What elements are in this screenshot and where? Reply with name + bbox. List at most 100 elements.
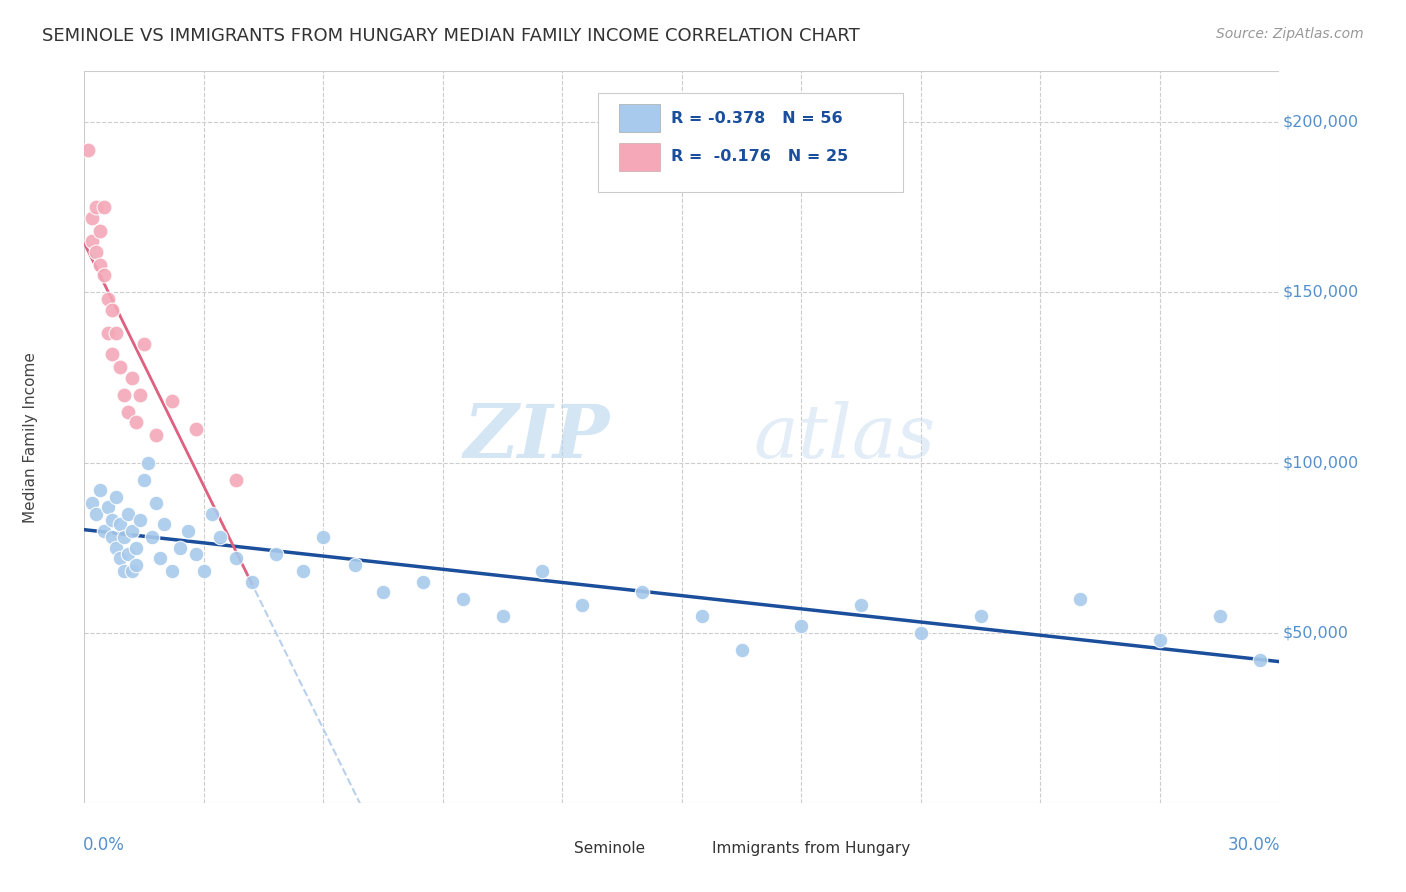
Point bbox=[86, 507, 108, 521]
Text: SEMINOLE VS IMMIGRANTS FROM HUNGARY MEDIAN FAMILY INCOME CORRELATION CHART: SEMINOLE VS IMMIGRANTS FROM HUNGARY MEDI… bbox=[42, 27, 860, 45]
Bar bbox=[619, 143, 661, 171]
Point bbox=[208, 531, 231, 545]
Point bbox=[169, 541, 191, 555]
Point bbox=[631, 585, 654, 599]
Point bbox=[97, 293, 120, 307]
Point bbox=[373, 585, 395, 599]
Point bbox=[145, 496, 167, 510]
Point bbox=[89, 224, 111, 238]
Point bbox=[121, 565, 143, 579]
Point bbox=[1149, 632, 1171, 647]
Point bbox=[225, 473, 247, 487]
Point bbox=[110, 550, 132, 565]
Point bbox=[1069, 591, 1091, 606]
Point bbox=[851, 599, 873, 613]
Point bbox=[112, 565, 135, 579]
Point bbox=[344, 558, 367, 572]
Point bbox=[690, 608, 713, 623]
FancyBboxPatch shape bbox=[599, 94, 903, 192]
Point bbox=[451, 591, 474, 606]
Point bbox=[101, 347, 124, 361]
Point bbox=[264, 548, 287, 562]
Point bbox=[86, 201, 108, 215]
Point bbox=[89, 258, 111, 272]
Point bbox=[129, 513, 152, 527]
Bar bbox=[538, 838, 568, 860]
Point bbox=[105, 541, 128, 555]
Point bbox=[160, 565, 183, 579]
Point bbox=[82, 211, 104, 225]
Point bbox=[112, 387, 135, 401]
Point bbox=[1249, 653, 1271, 667]
Text: R = -0.378   N = 56: R = -0.378 N = 56 bbox=[671, 111, 842, 126]
Point bbox=[101, 513, 124, 527]
Text: atlas: atlas bbox=[754, 401, 936, 474]
Point bbox=[110, 516, 132, 531]
Point bbox=[132, 473, 156, 487]
Bar bbox=[619, 104, 661, 132]
Point bbox=[225, 550, 247, 565]
Point bbox=[193, 565, 215, 579]
Point bbox=[177, 524, 200, 538]
Point bbox=[312, 531, 335, 545]
Text: $200,000: $200,000 bbox=[1284, 115, 1360, 130]
Point bbox=[93, 524, 115, 538]
Text: Seminole: Seminole bbox=[575, 841, 645, 856]
Point bbox=[110, 360, 132, 375]
Point bbox=[105, 490, 128, 504]
Point bbox=[153, 516, 176, 531]
Point bbox=[117, 507, 139, 521]
Point bbox=[129, 387, 152, 401]
Point bbox=[86, 244, 108, 259]
Point bbox=[731, 642, 754, 657]
Point bbox=[105, 326, 128, 341]
Point bbox=[184, 421, 207, 435]
Point bbox=[97, 326, 120, 341]
Point bbox=[970, 608, 993, 623]
Point bbox=[141, 531, 163, 545]
Point bbox=[101, 302, 124, 317]
Point bbox=[117, 548, 139, 562]
Point bbox=[790, 619, 813, 633]
Text: Median Family Income: Median Family Income bbox=[22, 351, 38, 523]
Point bbox=[292, 565, 315, 579]
Point bbox=[97, 500, 120, 514]
Point bbox=[125, 558, 148, 572]
Text: Source: ZipAtlas.com: Source: ZipAtlas.com bbox=[1216, 27, 1364, 41]
Point bbox=[910, 625, 932, 640]
Point bbox=[77, 143, 100, 157]
Text: R =  -0.176   N = 25: R = -0.176 N = 25 bbox=[671, 150, 848, 164]
Point bbox=[101, 531, 124, 545]
Point bbox=[93, 201, 115, 215]
Point bbox=[82, 235, 104, 249]
Bar bbox=[676, 838, 706, 860]
Point bbox=[145, 428, 167, 442]
Text: $50,000: $50,000 bbox=[1284, 625, 1348, 640]
Point bbox=[571, 599, 593, 613]
Point bbox=[121, 370, 143, 384]
Point bbox=[492, 608, 515, 623]
Text: $100,000: $100,000 bbox=[1284, 455, 1360, 470]
Text: Immigrants from Hungary: Immigrants from Hungary bbox=[711, 841, 910, 856]
Text: 0.0%: 0.0% bbox=[83, 836, 125, 854]
Point bbox=[531, 565, 554, 579]
Point bbox=[184, 548, 207, 562]
Point bbox=[240, 574, 263, 589]
Point bbox=[412, 574, 434, 589]
Point bbox=[1209, 608, 1232, 623]
Point bbox=[201, 507, 224, 521]
Point bbox=[93, 268, 115, 283]
Point bbox=[125, 541, 148, 555]
Point bbox=[136, 456, 159, 470]
Point bbox=[132, 336, 156, 351]
Point bbox=[121, 524, 143, 538]
Text: $150,000: $150,000 bbox=[1284, 285, 1360, 300]
Point bbox=[112, 531, 135, 545]
Point bbox=[117, 404, 139, 418]
Point bbox=[82, 496, 104, 510]
Text: ZIP: ZIP bbox=[464, 401, 610, 474]
Point bbox=[125, 415, 148, 429]
Point bbox=[160, 394, 183, 409]
Point bbox=[149, 550, 172, 565]
Point bbox=[89, 483, 111, 497]
